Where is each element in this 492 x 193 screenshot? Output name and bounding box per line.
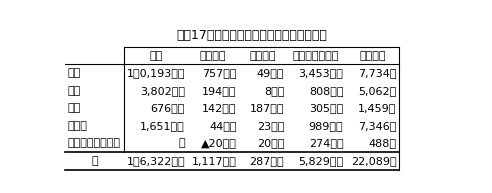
Text: 676億円: 676億円 — [151, 103, 185, 113]
Text: 3,802億円: 3,802億円 — [140, 86, 185, 96]
Text: 計: 計 — [92, 156, 98, 166]
Text: 808億円: 808億円 — [309, 86, 343, 96]
Text: 1,651億円: 1,651億円 — [140, 121, 185, 131]
Text: その他: その他 — [67, 121, 87, 131]
Text: 305億円: 305億円 — [309, 103, 343, 113]
Text: 5,062名: 5,062名 — [358, 86, 397, 96]
Text: 売上: 売上 — [149, 51, 162, 61]
Text: 274億円: 274億円 — [308, 138, 343, 148]
Text: 49億円: 49億円 — [257, 68, 284, 78]
Text: 飲料: 飲料 — [67, 86, 81, 96]
Text: 989億円: 989億円 — [308, 121, 343, 131]
Text: 酒類: 酒類 — [67, 68, 81, 78]
Text: 1,459名: 1,459名 — [358, 103, 397, 113]
Text: －: － — [179, 138, 185, 148]
Text: 22,089名: 22,089名 — [351, 156, 397, 166]
Text: 全社・配分不可等: 全社・配分不可等 — [67, 138, 120, 148]
Text: 7,346名: 7,346名 — [358, 121, 397, 131]
Text: 1兆0,193億円: 1兆0,193億円 — [126, 68, 185, 78]
Text: 287億円: 287億円 — [249, 156, 284, 166]
Text: 7,734名: 7,734名 — [358, 68, 397, 78]
Text: 5,829億円: 5,829億円 — [298, 156, 343, 166]
Text: 研究開発: 研究開発 — [249, 51, 276, 61]
Text: 3,453億円: 3,453億円 — [299, 68, 343, 78]
Text: 設備等（簿価）: 設備等（簿価） — [293, 51, 339, 61]
Text: 医薬: 医薬 — [67, 103, 81, 113]
Text: 平成17年度　キリンビールの事業内容状況: 平成17年度 キリンビールの事業内容状況 — [177, 29, 328, 42]
Text: 194億円: 194億円 — [202, 86, 237, 96]
Text: 従業員数: 従業員数 — [359, 51, 386, 61]
Text: ▲20億円: ▲20億円 — [201, 138, 237, 148]
Text: 757億円: 757億円 — [202, 68, 237, 78]
Text: 488名: 488名 — [369, 138, 397, 148]
Text: 20億円: 20億円 — [257, 138, 284, 148]
Text: 187億円: 187億円 — [249, 103, 284, 113]
Text: 142億円: 142億円 — [202, 103, 237, 113]
Text: 営業利益: 営業利益 — [200, 51, 226, 61]
Text: 23億円: 23億円 — [257, 121, 284, 131]
Text: 1,117億円: 1,117億円 — [192, 156, 237, 166]
Text: 1兆6,322億円: 1兆6,322億円 — [126, 156, 185, 166]
Text: 8億円: 8億円 — [264, 86, 284, 96]
Text: 44億円: 44億円 — [209, 121, 237, 131]
